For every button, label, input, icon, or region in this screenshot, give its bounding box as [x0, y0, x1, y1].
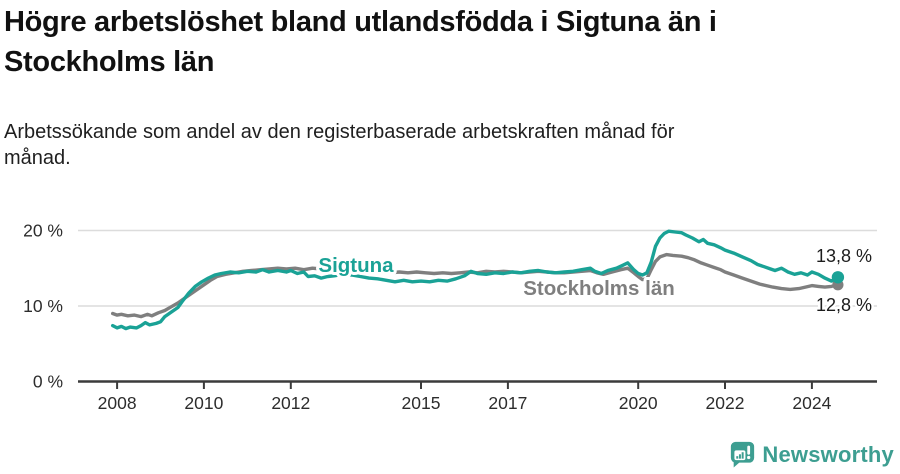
title-line-2: Stockholms län	[4, 46, 215, 78]
newsworthy-logo-text: Newsworthy	[762, 441, 894, 467]
end-value-label-sigtuna: 13,8 %	[816, 246, 872, 266]
x-axis-tick-label-2024: 2024	[792, 393, 831, 413]
series-line-stockholms-l-n	[110, 252, 840, 319]
series-label-stockholms-l-n: Stockholms län	[523, 277, 675, 300]
y-axis-tick-label-10: 10 %	[23, 296, 63, 316]
newsworthy-logo[interactable]: Newsworthy	[730, 441, 894, 468]
x-axis-tick-label-2022: 2022	[706, 393, 745, 413]
end-value-label-stockholms-l-n: 12,8 %	[816, 295, 872, 315]
newsworthy-bubble-chart-icon	[731, 441, 755, 468]
x-axis-tick-label-2015: 2015	[402, 393, 441, 413]
y-axis-tick-label-0: 0 %	[33, 372, 63, 392]
series-label-sigtuna: Sigtuna	[318, 254, 394, 277]
x-axis-tick-label-2010: 2010	[184, 393, 223, 413]
x-axis-tick-label-2008: 2008	[98, 393, 137, 413]
x-axis-tick-label-2012: 2012	[271, 393, 310, 413]
title-line-1: Högre arbetslöshet bland utlandsfödda i …	[4, 6, 717, 38]
subtitle-line-1: Arbetssökande som andel av den registerb…	[4, 121, 675, 143]
x-axis-tick-label-2017: 2017	[488, 393, 527, 413]
page-title: Högre arbetslöshet bland utlandsfödda i …	[4, 2, 717, 82]
series-line-sigtuna	[110, 229, 840, 331]
subtitle-line-2: månad.	[4, 147, 71, 169]
x-axis-tick-label-2020: 2020	[619, 393, 658, 413]
series-end-dot-sigtuna	[831, 271, 845, 284]
y-axis-tick-label-20: 20 %	[23, 221, 63, 241]
chart-subtitle: Arbetssökande som andel av den registerb…	[4, 119, 674, 171]
